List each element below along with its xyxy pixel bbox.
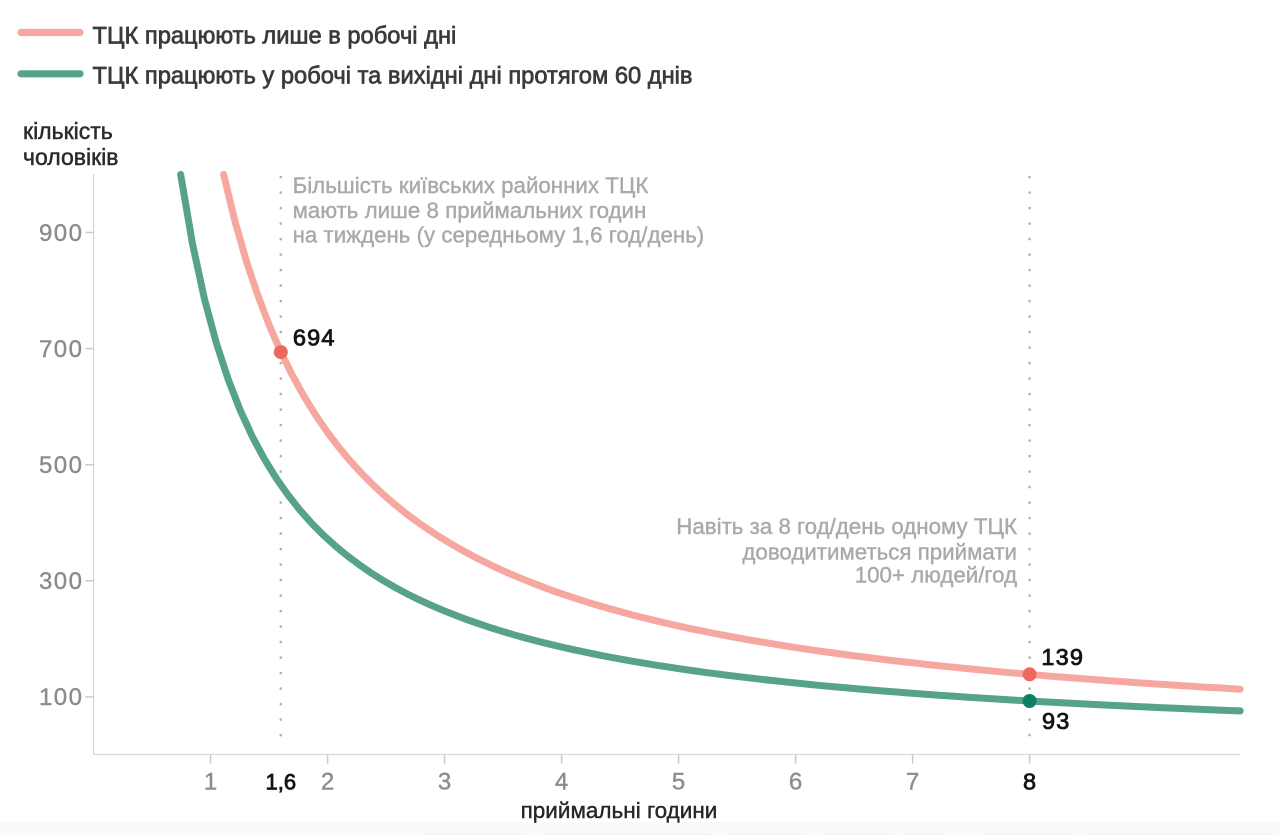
svg-text:694: 694 xyxy=(293,325,336,351)
svg-text:5: 5 xyxy=(672,769,685,796)
svg-text:8: 8 xyxy=(1023,769,1036,795)
svg-text:6: 6 xyxy=(789,769,802,796)
svg-text:700: 700 xyxy=(39,336,84,363)
svg-text:мають лише 8 приймальних годин: мають лише 8 приймальних годин xyxy=(293,198,647,223)
svg-text:2: 2 xyxy=(321,769,334,796)
svg-text:900: 900 xyxy=(39,220,84,247)
svg-text:приймальні години: приймальні години xyxy=(521,798,718,823)
svg-text:кількість: кількість xyxy=(23,118,113,144)
svg-text:7: 7 xyxy=(906,769,919,796)
svg-text:4: 4 xyxy=(555,769,568,796)
svg-text:3: 3 xyxy=(438,769,451,796)
svg-text:ТЦК працюють у робочі та вихід: ТЦК працюють у робочі та вихідні дні про… xyxy=(93,64,693,90)
svg-text:на тиждень (у середньому 1,6 г: на тиждень (у середньому 1,6 год/день) xyxy=(293,223,705,248)
svg-text:чоловіків: чоловіків xyxy=(23,144,118,170)
svg-text:139: 139 xyxy=(1041,644,1084,670)
svg-text:500: 500 xyxy=(39,452,84,479)
svg-text:ТЦК працюють лише в робочі дні: ТЦК працюють лише в робочі дні xyxy=(93,24,457,50)
svg-text:Більшість київських районних Т: Більшість київських районних ТЦК xyxy=(293,173,649,198)
svg-text:доводитиметься приймати: доводитиметься приймати xyxy=(742,540,1017,565)
svg-text:Навіть за 8 год/день одному ТЦ: Навіть за 8 год/день одному ТЦК xyxy=(676,514,1017,539)
svg-text:100: 100 xyxy=(39,684,84,711)
svg-text:1: 1 xyxy=(204,769,217,796)
svg-text:100+ людей/год: 100+ людей/год xyxy=(855,563,1017,588)
svg-text:93: 93 xyxy=(1042,708,1071,734)
svg-text:300: 300 xyxy=(39,568,84,595)
svg-text:1,6: 1,6 xyxy=(266,770,297,795)
